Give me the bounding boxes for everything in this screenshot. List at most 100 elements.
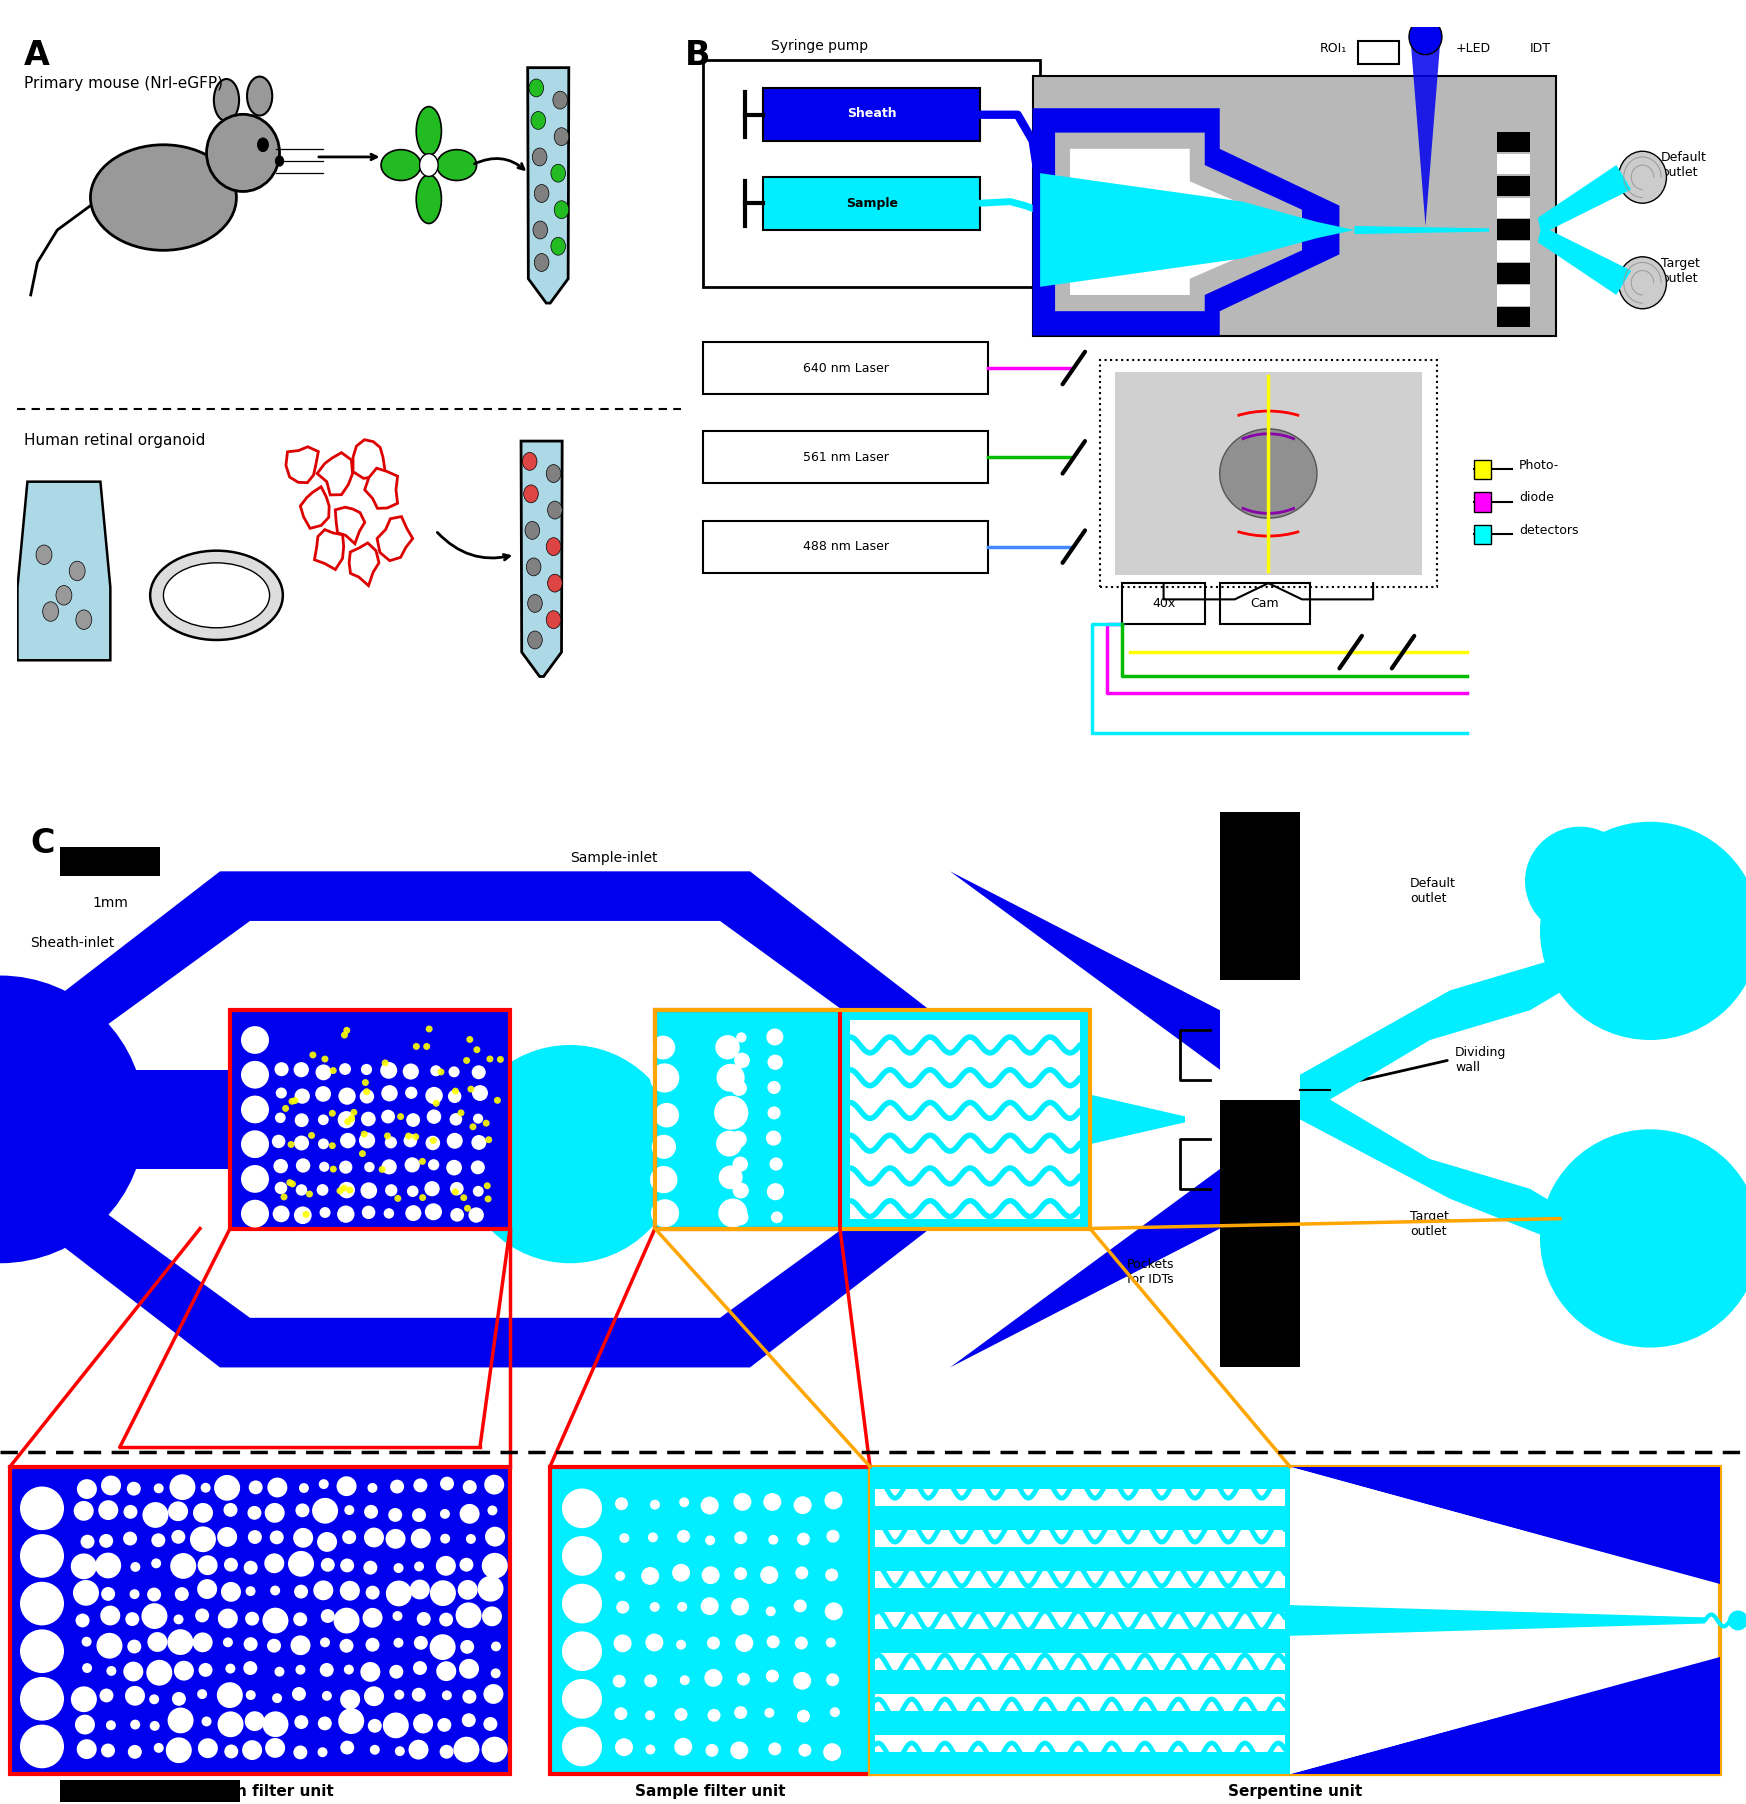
Circle shape (168, 1501, 189, 1521)
Bar (704, 431, 988, 483)
Circle shape (650, 1499, 660, 1510)
Circle shape (552, 238, 566, 254)
Circle shape (175, 1661, 194, 1681)
Circle shape (241, 1095, 269, 1124)
Circle shape (644, 1710, 655, 1721)
Circle shape (333, 1607, 360, 1633)
Circle shape (768, 1055, 782, 1070)
Circle shape (482, 1120, 489, 1128)
Circle shape (293, 1613, 307, 1625)
Text: 640 nm Laser: 640 nm Laser (803, 361, 889, 375)
Circle shape (320, 1638, 330, 1647)
Bar (875, 1449, 1285, 1465)
Bar (655, 1010, 840, 1229)
Circle shape (271, 1586, 279, 1595)
Polygon shape (1290, 1467, 1720, 1584)
Circle shape (190, 1526, 217, 1551)
Circle shape (546, 612, 560, 628)
Circle shape (150, 1721, 159, 1730)
Circle shape (419, 1158, 426, 1165)
Circle shape (365, 1162, 375, 1173)
Circle shape (450, 1209, 464, 1221)
Circle shape (217, 1681, 243, 1708)
Ellipse shape (150, 550, 283, 640)
Circle shape (381, 1084, 398, 1102)
Circle shape (526, 521, 540, 539)
Circle shape (707, 1636, 719, 1649)
Circle shape (272, 1135, 285, 1147)
Circle shape (321, 1609, 335, 1624)
Bar (1474, 525, 1491, 545)
Bar (1358, 41, 1399, 63)
Circle shape (363, 1607, 382, 1627)
Circle shape (295, 1113, 309, 1128)
Circle shape (482, 1737, 508, 1763)
Text: Dividing
wall: Dividing wall (1454, 1046, 1507, 1073)
Bar (1100, 359, 1437, 586)
Circle shape (80, 1535, 94, 1548)
Circle shape (533, 222, 548, 238)
Polygon shape (286, 447, 318, 483)
Circle shape (361, 1111, 375, 1126)
Circle shape (733, 1156, 747, 1173)
Circle shape (339, 1638, 353, 1652)
Circle shape (433, 1100, 440, 1108)
Text: Sheath: Sheath (847, 108, 896, 121)
Circle shape (414, 1636, 428, 1651)
Circle shape (473, 1113, 484, 1124)
Circle shape (1540, 1129, 1746, 1348)
Ellipse shape (436, 150, 477, 180)
Circle shape (737, 1032, 747, 1043)
Circle shape (562, 1631, 602, 1671)
Circle shape (370, 1744, 381, 1755)
Bar (875, 1571, 1285, 1588)
Circle shape (447, 1133, 463, 1149)
Circle shape (524, 485, 538, 503)
Circle shape (171, 1530, 185, 1544)
Bar (1474, 460, 1491, 480)
Circle shape (168, 1708, 194, 1734)
Circle shape (615, 1707, 627, 1721)
Bar (230, 1010, 510, 1229)
Circle shape (307, 1131, 314, 1138)
Circle shape (267, 1477, 288, 1497)
Circle shape (459, 1505, 480, 1524)
Circle shape (37, 545, 52, 565)
Circle shape (409, 1739, 428, 1759)
Circle shape (340, 1133, 356, 1149)
Circle shape (309, 1052, 316, 1059)
Circle shape (152, 1559, 161, 1568)
Circle shape (131, 1719, 140, 1730)
Circle shape (562, 1488, 602, 1528)
Circle shape (360, 1661, 381, 1681)
Polygon shape (1538, 226, 1631, 294)
Text: ROI₁: ROI₁ (1320, 41, 1346, 54)
Text: Primary mouse (Nrl-eGFP): Primary mouse (Nrl-eGFP) (24, 76, 223, 90)
Bar (569, 1104, 670, 1203)
Bar (763, 88, 980, 141)
Circle shape (122, 1532, 138, 1546)
Circle shape (248, 1530, 262, 1544)
Circle shape (426, 1137, 440, 1151)
Circle shape (414, 1714, 433, 1734)
Circle shape (407, 1185, 419, 1198)
Circle shape (534, 184, 548, 202)
Circle shape (318, 1748, 328, 1757)
Text: A: A (24, 40, 51, 72)
Circle shape (562, 1680, 602, 1719)
Text: Default
outlet: Default outlet (1411, 877, 1456, 906)
Circle shape (19, 1582, 65, 1625)
Text: Pockets
for IDTs: Pockets for IDTs (1126, 1259, 1173, 1286)
Circle shape (426, 1025, 433, 1032)
Circle shape (650, 1602, 660, 1613)
Text: detectors: detectors (1519, 523, 1578, 538)
Circle shape (318, 1115, 328, 1126)
Bar (875, 1735, 1285, 1752)
Text: Cam: Cam (1250, 597, 1278, 610)
Circle shape (466, 1035, 473, 1043)
Circle shape (330, 1068, 337, 1073)
Circle shape (733, 1568, 747, 1580)
Circle shape (405, 1158, 419, 1173)
Circle shape (705, 1535, 716, 1546)
Circle shape (274, 155, 285, 166)
